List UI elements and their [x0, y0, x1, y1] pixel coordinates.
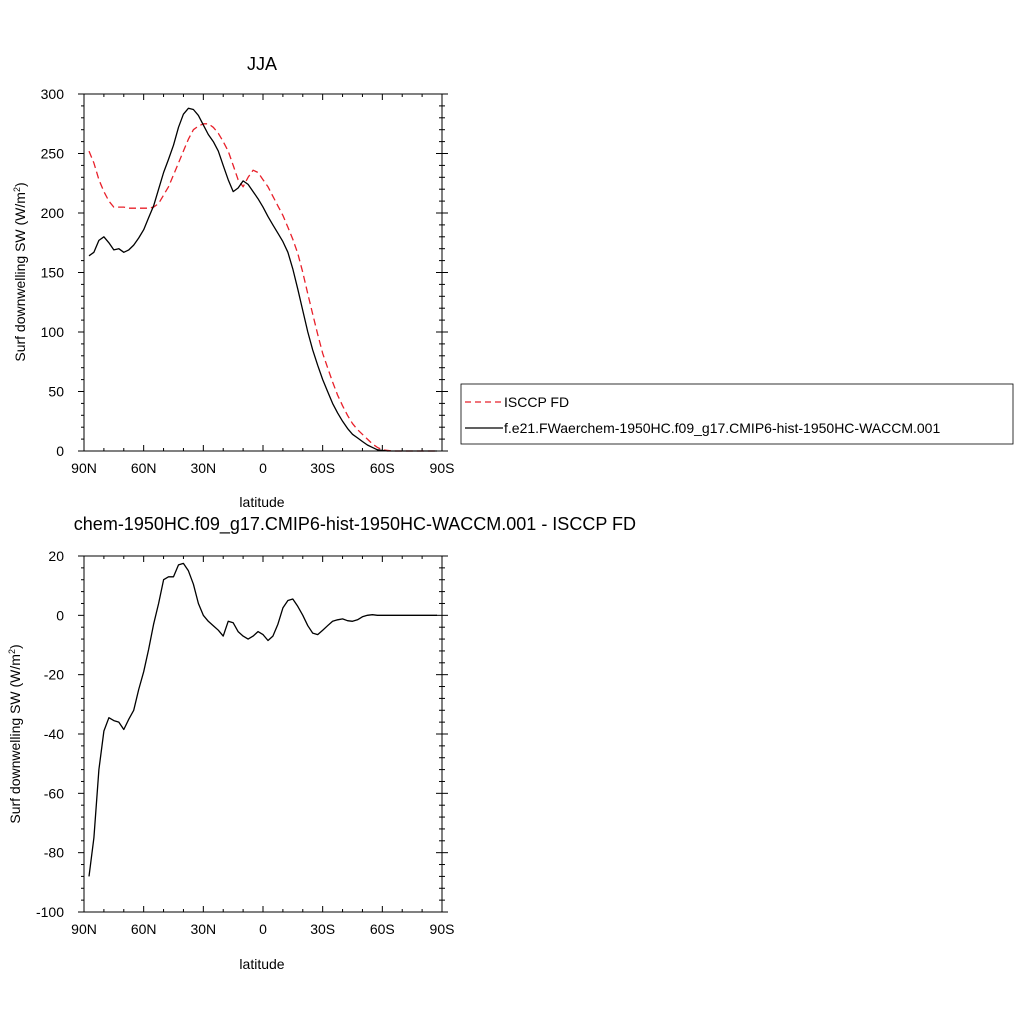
bottom-x-tick-label: 30N: [190, 921, 216, 937]
top-x-tick-label: 30N: [190, 460, 216, 476]
top-x-axis-label: latitude: [239, 494, 284, 510]
top-y-tick-label: 300: [41, 86, 65, 102]
bottom-y-axis-label-sup: 2: [7, 649, 17, 654]
top-chart-title: JJA: [247, 54, 277, 74]
top-y-axis-label-main: Surf downwelling SW (W/m: [12, 192, 28, 362]
bottom-y-axis-label-close: ): [7, 644, 23, 649]
bottom-x-tick-label: 60S: [370, 921, 395, 937]
bottom-panel: chem-1950HC.f09_g17.CMIP6-hist-1950HC-WA…: [7, 514, 636, 972]
top-x-tick-label: 90S: [430, 460, 455, 476]
bottom-y-axis-label-main: Surf downwelling SW (W/m: [7, 654, 23, 824]
bottom-axis-ticks: [78, 555, 448, 913]
top-y-axis-label-sup: 2: [12, 187, 22, 192]
bottom-y-tick-labels: -100 -80 -60 -40 -20 0 20: [36, 548, 64, 920]
bottom-y-tick-label: -100: [36, 904, 64, 920]
bottom-x-axis-label: latitude: [239, 956, 284, 972]
bottom-y-tick-label: -80: [44, 845, 64, 861]
legend-box: [460, 383, 1014, 445]
top-y-axis-label: Surf downwelling SW (W/m2): [12, 182, 28, 361]
top-x-tick-labels: 90N 60N 30N 0 30S 60S 90S: [71, 460, 454, 476]
top-series-line-model: [88, 107, 437, 452]
top-series-line-isccp: [88, 123, 437, 452]
top-panel: JJA 90N 60N 30N 0 30S 60S 90S 0 50 100 150 200 250 3…: [12, 54, 454, 510]
bottom-x-tick-label: 60N: [131, 921, 157, 937]
bottom-x-tick-labels: 90N 60N 30N 0 30S 60S 90S: [71, 921, 454, 937]
top-x-tick-label: 0: [259, 460, 267, 476]
bottom-x-tick-label: 30S: [310, 921, 335, 937]
legend: ISCCP FD f.e21.FWaerchem-1950HC.f09_g17.…: [460, 383, 1014, 445]
bottom-y-axis-label: Surf downwelling SW (W/m2): [7, 644, 23, 823]
top-y-tick-label: 0: [56, 443, 64, 459]
bottom-x-tick-label: 90N: [71, 921, 97, 937]
top-y-tick-label: 150: [41, 265, 65, 281]
bottom-y-tick-label: -60: [44, 785, 64, 801]
top-y-tick-label: 50: [48, 384, 64, 400]
top-x-tick-label: 90N: [71, 460, 97, 476]
bottom-series-group: [88, 562, 437, 877]
bottom-chart-title: chem-1950HC.f09_g17.CMIP6-hist-1950HC-WA…: [74, 514, 636, 535]
legend-label-isccp: ISCCP FD: [504, 394, 569, 410]
top-y-tick-labels: 0 50 100 150 200 250 300: [41, 86, 65, 459]
top-y-tick-label: 250: [41, 146, 65, 162]
bottom-y-tick-label: 20: [48, 548, 64, 564]
bottom-y-tick-label: 0: [56, 607, 64, 623]
top-series-group: [88, 107, 437, 452]
top-y-tick-label: 100: [41, 324, 65, 340]
legend-label-model: f.e21.FWaerchem-1950HC.f09_g17.CMIP6-his…: [504, 420, 940, 436]
top-y-tick-label: 200: [41, 205, 65, 221]
top-x-tick-label: 30S: [310, 460, 335, 476]
bottom-x-tick-label: 90S: [430, 921, 455, 937]
bottom-difference-series-line: [88, 562, 437, 877]
top-x-tick-label: 60N: [131, 460, 157, 476]
bottom-x-tick-label: 0: [259, 921, 267, 937]
top-y-axis-label-close: ): [12, 182, 28, 187]
bottom-y-tick-label: -40: [44, 726, 64, 742]
top-axis-ticks: [78, 93, 448, 452]
top-x-tick-label: 60S: [370, 460, 395, 476]
bottom-y-tick-label: -20: [44, 667, 64, 683]
